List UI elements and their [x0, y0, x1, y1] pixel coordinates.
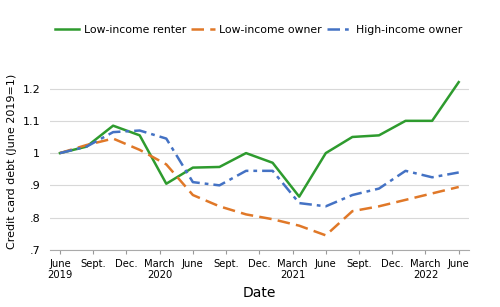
Low-income owner	[429, 192, 435, 195]
Low-income renter	[164, 182, 170, 186]
Low-income owner	[57, 151, 63, 155]
High-income owner	[296, 201, 302, 205]
High-income owner	[429, 175, 435, 179]
Line: High-income owner: High-income owner	[60, 130, 458, 206]
Low-income renter	[402, 119, 408, 123]
Y-axis label: Credit card debt (June 2019=1): Credit card debt (June 2019=1)	[7, 74, 17, 249]
High-income owner	[84, 145, 89, 149]
Low-income renter	[57, 151, 63, 155]
Low-income renter	[110, 124, 116, 127]
Low-income renter	[456, 80, 462, 84]
High-income owner	[164, 137, 170, 140]
High-income owner	[190, 180, 196, 184]
Low-income owner	[136, 148, 142, 152]
Low-income owner	[216, 204, 222, 208]
High-income owner	[270, 169, 276, 173]
Low-income owner	[296, 224, 302, 227]
Line: Low-income renter: Low-income renter	[60, 82, 458, 197]
Low-income renter	[323, 151, 329, 155]
Low-income owner	[190, 193, 196, 197]
High-income owner	[110, 130, 116, 134]
Low-income owner	[376, 204, 382, 208]
Low-income renter	[350, 135, 356, 139]
Low-income owner	[270, 217, 276, 221]
Low-income owner	[164, 162, 170, 166]
Low-income renter	[190, 166, 196, 169]
Low-income owner	[350, 209, 356, 213]
High-income owner	[456, 171, 462, 174]
Low-income renter	[270, 161, 276, 165]
High-income owner	[350, 193, 356, 197]
High-income owner	[136, 129, 142, 132]
High-income owner	[376, 187, 382, 190]
Low-income owner	[110, 137, 116, 140]
Line: Low-income owner: Low-income owner	[60, 138, 458, 235]
Low-income renter	[296, 195, 302, 199]
High-income owner	[402, 169, 408, 173]
Low-income renter	[243, 151, 249, 155]
Low-income renter	[84, 145, 89, 149]
High-income owner	[323, 204, 329, 208]
Low-income owner	[243, 212, 249, 216]
Low-income renter	[216, 165, 222, 169]
Low-income renter	[136, 134, 142, 137]
Low-income owner	[323, 234, 329, 237]
Low-income owner	[456, 185, 462, 189]
High-income owner	[243, 169, 249, 173]
Legend: Low-income renter, Low-income owner, High-income owner: Low-income renter, Low-income owner, Hig…	[56, 25, 462, 35]
X-axis label: Date: Date	[242, 286, 276, 300]
Low-income renter	[376, 134, 382, 137]
High-income owner	[57, 151, 63, 155]
High-income owner	[216, 184, 222, 187]
Low-income owner	[84, 143, 89, 147]
Low-income renter	[429, 119, 435, 123]
Low-income owner	[402, 198, 408, 202]
